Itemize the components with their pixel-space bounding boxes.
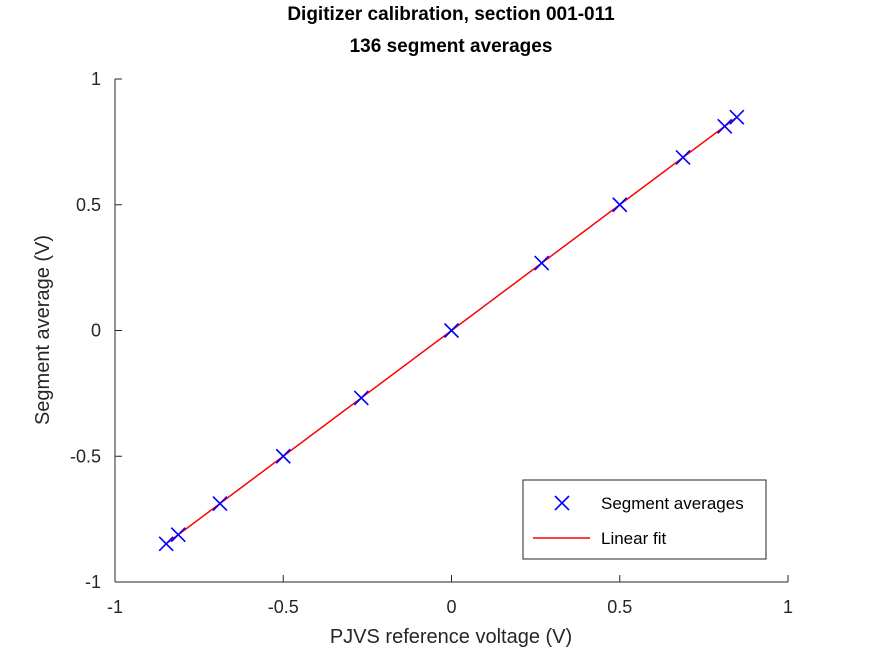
segment-average-point: [612, 197, 628, 213]
legend-label-segment-averages: Segment averages: [601, 494, 744, 513]
x-tick-label: 0: [446, 597, 456, 617]
legend-label-linear-fit: Linear fit: [601, 529, 666, 548]
plot-area: -1 -0.5 0 0.5 1 -1 -0.5 0 0.5 1: [70, 69, 793, 617]
chart-subtitle: 136 segment averages: [350, 36, 553, 57]
segment-average-point: [170, 527, 186, 543]
y-tick-label: -0.5: [70, 446, 101, 466]
segment-average-point: [275, 448, 291, 464]
y-axis-label: Segment average (V): [32, 235, 54, 425]
x-axis-label: PJVS reference voltage (V): [330, 626, 572, 648]
x-tick-label: 1: [783, 597, 793, 617]
legend-x-marker: [554, 495, 570, 511]
segment-average-point: [158, 536, 174, 552]
x-tick-label: -0.5: [268, 597, 299, 617]
y-tick-label: 0.5: [76, 195, 101, 215]
x-ticks: -1 -0.5 0 0.5 1: [107, 575, 793, 617]
segment-average-point: [534, 255, 550, 271]
marker-layer: [158, 109, 745, 552]
chart-title: Digitizer calibration, section 001-011: [287, 4, 615, 25]
x-tick-label: -1: [107, 597, 123, 617]
y-tick-label: 0: [91, 321, 101, 341]
segment-average-point: [675, 149, 691, 166]
y-ticks: -1 -0.5 0 0.5 1: [70, 69, 122, 592]
segment-average-point: [353, 390, 369, 406]
y-tick-label: -1: [85, 572, 101, 592]
x-tick-label: 0.5: [607, 597, 632, 617]
y-tick-label: 1: [91, 69, 101, 89]
legend-box: [522, 479, 767, 560]
segment-average-point: [717, 118, 733, 134]
segment-average-point: [443, 322, 460, 339]
segment-average-point: [729, 109, 745, 125]
segment-average-point: [212, 495, 228, 512]
legend: Segment averages Linear fit: [522, 479, 767, 560]
legend-x-marker-icon: [554, 495, 570, 511]
